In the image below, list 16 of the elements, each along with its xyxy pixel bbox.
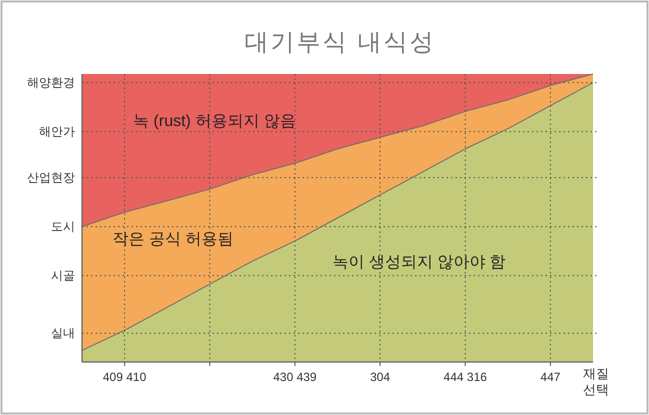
x-tick-label: 430 439 [273, 370, 317, 384]
x-tick-label: 447 [540, 370, 561, 384]
x-axis-title: 재질 선택 [583, 366, 609, 397]
series-label: 작은 공식 허용됨 [112, 230, 234, 248]
ref-line-label: 시골 [51, 268, 75, 283]
ref-line-label: 산업현장 [27, 170, 75, 185]
ref-line-label: 실내 [51, 326, 75, 340]
ref-line-label: 도시 [51, 220, 75, 234]
ref-line-label: 해양환경 [27, 76, 75, 90]
x-tick-label: 409 410 [102, 370, 147, 384]
chart-title: 대기부식 내식성 [244, 29, 436, 56]
series-label: 녹이 생성되지 않아야 함 [332, 254, 506, 271]
x-tick-label: 304 [370, 370, 390, 384]
x-tick-label: 444 316 [444, 370, 488, 384]
series-label: 녹 (rust) 허용되지 않음 [133, 112, 296, 130]
ref-line-label: 해안가 [39, 124, 75, 139]
